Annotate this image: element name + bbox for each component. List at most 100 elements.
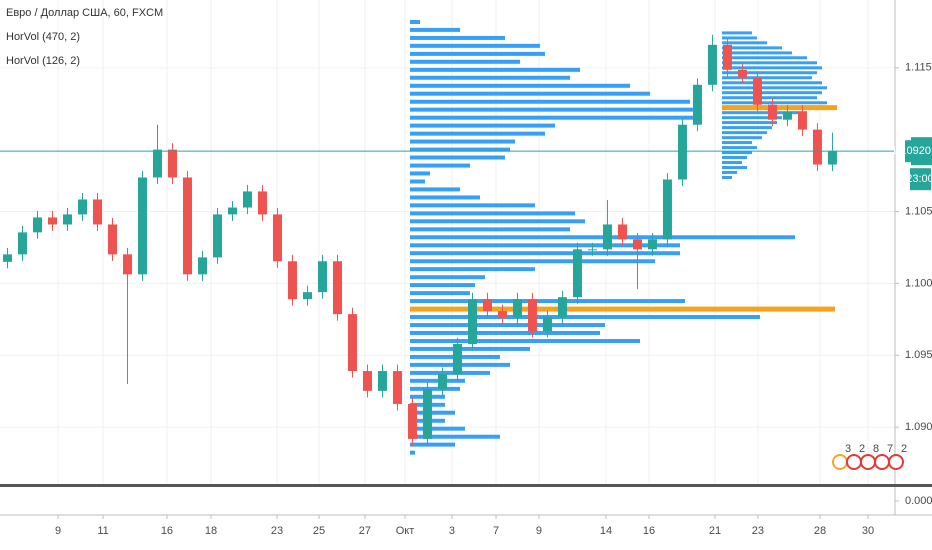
x-tick-label: 27 — [359, 525, 371, 537]
y-tick-label: 1.09000 — [905, 421, 932, 433]
profile-bar — [410, 43, 540, 48]
candle-body — [497, 311, 507, 318]
profile-bar — [722, 96, 817, 100]
profile-bar — [410, 315, 760, 320]
candle-body — [752, 77, 762, 105]
profile-bar — [410, 346, 530, 351]
event-count: 2 — [901, 443, 907, 455]
profile-bar — [722, 61, 817, 65]
x-tick-label: 28 — [814, 525, 826, 537]
x-tick-label: 16 — [643, 525, 655, 537]
profile-bar — [410, 259, 655, 264]
candle-body — [437, 374, 447, 390]
candles — [2, 34, 837, 446]
candle-body — [707, 44, 717, 85]
profile-bar — [410, 59, 520, 64]
event-icon — [874, 454, 890, 470]
profile-bar — [410, 131, 545, 136]
candle-body — [602, 224, 612, 250]
profile-bar — [722, 111, 807, 115]
candle-body — [452, 344, 462, 375]
y-tick-label: 1.11500 — [905, 62, 932, 74]
candle-body — [482, 299, 492, 312]
x-tick-label: 25 — [313, 525, 325, 537]
candle-body — [527, 299, 537, 332]
candle-body — [302, 292, 312, 300]
candle-body — [272, 214, 282, 262]
profile-bar — [410, 83, 630, 88]
profile-bar — [410, 211, 575, 216]
profile-bar — [410, 171, 430, 176]
candle-body — [767, 104, 777, 120]
x-tick-label: 7 — [493, 525, 499, 537]
legend-entry: HorVol (470, 2) — [6, 31, 80, 43]
profile-bar — [722, 51, 792, 55]
profile-bar — [410, 195, 480, 200]
candle-body — [317, 261, 327, 293]
profile-bar — [410, 227, 570, 232]
profile-bar — [410, 179, 425, 184]
candle-body — [827, 151, 837, 165]
candle-body — [812, 129, 822, 165]
profile-bar — [410, 323, 605, 328]
candle-body — [632, 239, 642, 250]
profile-bar — [410, 203, 535, 208]
candle-body — [782, 111, 792, 120]
candle-body — [512, 299, 522, 318]
profile-bar — [410, 219, 585, 224]
profile-bar — [722, 86, 827, 90]
profile-bar — [722, 66, 822, 70]
candle-body — [422, 389, 432, 439]
countdown-box — [910, 168, 931, 191]
candle-body — [617, 224, 627, 240]
candle-body — [17, 232, 27, 255]
profile-bar — [410, 163, 470, 168]
candle-body — [362, 371, 372, 391]
x-tick-label: 14 — [600, 525, 612, 537]
profile-bar — [410, 299, 685, 304]
profile-bar — [722, 91, 822, 95]
profile-bar — [722, 136, 762, 140]
y-tick-label: 0.00000 — [905, 495, 932, 507]
profile-bar — [722, 175, 732, 179]
candle-body — [242, 191, 252, 208]
profile-bar — [410, 426, 465, 431]
candle-body — [407, 403, 417, 439]
profile-bar — [410, 370, 490, 375]
candle-body — [257, 191, 267, 215]
x-tick-label: 30 — [862, 525, 874, 537]
candle-body — [737, 69, 747, 78]
x-tick-label: 9 — [536, 525, 542, 537]
profile-bar — [410, 410, 455, 415]
profile-bar — [722, 76, 812, 80]
event-count: 7 — [887, 443, 893, 455]
candle-body — [212, 214, 222, 258]
event-count: 3 — [845, 443, 851, 455]
profile-bar — [722, 81, 822, 85]
profile-bar — [722, 46, 782, 50]
profile-bar — [410, 434, 500, 439]
profile-bar — [410, 35, 505, 40]
candle-body — [197, 257, 207, 275]
candle-body — [167, 149, 177, 178]
profile-bar — [722, 131, 767, 135]
candle-body — [542, 317, 552, 332]
candle-body — [647, 239, 657, 250]
candle-body — [77, 199, 87, 215]
profile-bar — [722, 116, 782, 120]
profile-bar — [410, 19, 420, 24]
x-tick-label: 23 — [752, 525, 764, 537]
profile-bar — [410, 155, 505, 160]
candle-body — [47, 217, 57, 225]
profile-bar — [722, 36, 757, 40]
candle-body — [227, 207, 237, 215]
profile-bar — [722, 146, 757, 150]
candle-body — [122, 254, 132, 275]
event-icon — [832, 454, 848, 470]
candle-body — [152, 149, 162, 178]
candle-body — [62, 214, 72, 225]
candle-body — [587, 249, 597, 251]
x-tick-label: 11 — [97, 525, 108, 537]
candle-body — [92, 199, 102, 225]
